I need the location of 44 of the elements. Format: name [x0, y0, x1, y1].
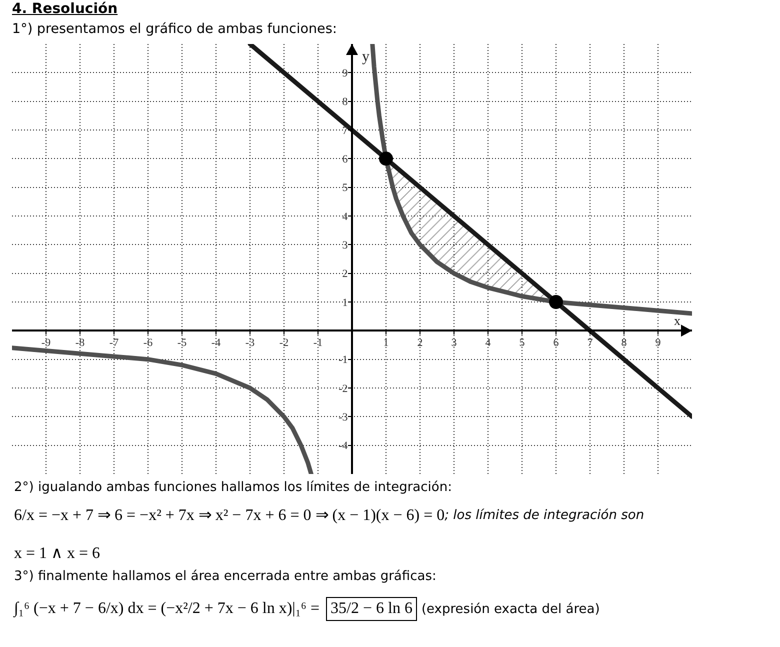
x-tick-label: 2 [417, 336, 423, 349]
y-tick-label: -4 [338, 440, 348, 452]
chart-subtitle: 1°) presentamos el gráfico de ambas funciones: [12, 21, 337, 37]
x-tick-label: 4 [485, 336, 492, 349]
y-tick-label: 4 [342, 210, 348, 223]
x-tick-label: 8 [621, 336, 628, 349]
x-tick-label: -9 [41, 336, 52, 349]
x-tick-label: -2 [279, 336, 289, 349]
y-tick-label: -2 [338, 382, 348, 395]
text: x = 1 ∧ x = 6 [14, 544, 100, 563]
y-tick-label: 6 [342, 154, 348, 166]
y-tick-label: -1 [338, 354, 348, 366]
text: 6/x = −x + 7 ⇒ 6 = −x² + 7x ⇒ x² − 7x + 6 = 0 ⇒ (x − 1)(x − 6) = 0 [14, 506, 445, 525]
x-tick-label: -4 [211, 336, 222, 349]
x-tick-label: 9 [655, 336, 662, 349]
y-tick-label: 2 [342, 268, 348, 280]
y-tick-label: -3 [338, 412, 348, 424]
text: 3°) finalmente hallamos el área encerrada entre ambas gráficas: [14, 569, 436, 584]
line-series [248, 44, 692, 419]
chart-title: 4. Resolución [12, 1, 118, 17]
y-tick-label: 7 [342, 124, 348, 137]
x-tick-label: -1 [313, 336, 323, 349]
y-tick-label: 8 [342, 96, 348, 108]
x-tick-label: -5 [177, 336, 188, 349]
x-tick-label: 7 [587, 336, 594, 349]
x-tick-label: -7 [109, 336, 120, 349]
x-tick-label: 6 [553, 336, 560, 349]
y-tick-label: 5 [342, 182, 348, 194]
text: (expresión exacta del área) [421, 602, 600, 616]
x-axis-title: x [674, 313, 681, 328]
x-tick-label: -6 [143, 336, 154, 349]
x-tick-label: -3 [245, 336, 256, 349]
x-tick-label: 1 [383, 336, 389, 349]
text: ∫₁⁶ (−x + 7 − 6/x) dx = (−x²/2 + 7x − 6 ln x)|₁⁶ = [14, 600, 320, 618]
y-axis-title: y [362, 49, 370, 65]
x-tick-label: 5 [519, 336, 526, 349]
x-tick-label: 3 [451, 336, 458, 349]
y-tick-label: 3 [342, 240, 348, 252]
x-tick-label: -8 [75, 336, 86, 349]
y-tick-label: 9 [342, 68, 348, 80]
text: 35/2 − 6 ln 6 [326, 597, 418, 621]
text: ; los límites de integración son [444, 508, 644, 522]
y-tick-label: 1 [342, 296, 348, 309]
text: 2°) igualando ambas funciones hallamos los límites de integración: [14, 480, 452, 495]
